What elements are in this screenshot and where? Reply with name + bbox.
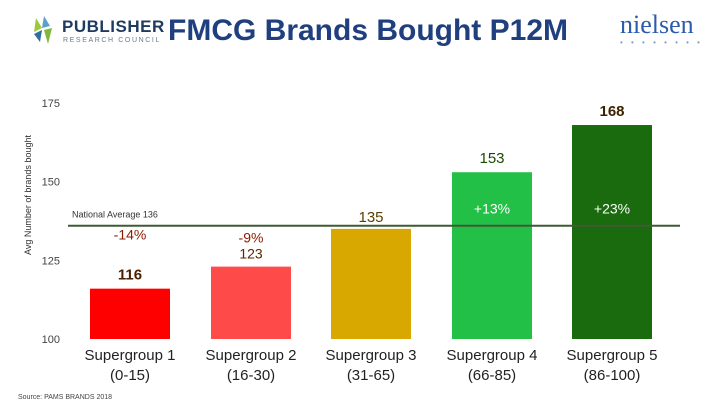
change-label: -9% — [239, 230, 264, 246]
change-label: +13% — [474, 201, 510, 217]
category-label: Supergroup 3 (31-65) — [326, 347, 417, 384]
source-note: Source: PAMS BRANDS 2018 — [18, 394, 113, 401]
bar — [211, 266, 291, 339]
value-label: 135 — [358, 209, 383, 226]
logo-right-dots: • • • • • • • • — [620, 38, 703, 47]
category-labels-group: Supergroup 1 (0-15) Supergroup 2 (16-30) Sup… — [85, 347, 658, 384]
logo-left-subtitle: RESEARCH COUNCIL — [63, 37, 161, 44]
value-label: 153 — [479, 150, 504, 167]
y-tick-label: 100 — [42, 334, 60, 346]
y-axis-label: Avg Number of brands bought — [23, 135, 33, 255]
y-tick-label: 150 — [42, 177, 60, 189]
y-tick-label: 175 — [42, 98, 60, 110]
nielsen-logo: nielsen • • • • • • • • — [620, 10, 703, 48]
slide-header: PUBLISHER RESEARCH COUNCIL FMCG Brands B… — [0, 0, 720, 70]
category-label: Supergroup 2 (16-30) — [206, 347, 297, 384]
bar — [331, 228, 411, 339]
value-labels-group: 116 -14% 123-9% 135 153 +13% 168 +23% — [114, 103, 630, 284]
change-label: +23% — [594, 201, 630, 217]
category-label: Supergroup 4 (66-85) — [447, 347, 538, 384]
bar — [452, 172, 532, 339]
logo-left-name: PUBLISHER — [62, 17, 165, 36]
bar — [90, 288, 170, 339]
bar — [572, 125, 652, 339]
publisher-research-council-logo: PUBLISHER RESEARCH COUNCIL — [28, 14, 178, 50]
value-label: 116 — [118, 267, 142, 284]
bars-group — [90, 125, 652, 339]
slide-title: FMCG Brands Bought P12M — [168, 14, 569, 47]
y-axis-ticks: 100 125 150 175 — [42, 98, 60, 346]
y-tick-label: 125 — [42, 255, 60, 267]
logo-right-name: nielsen — [620, 10, 694, 39]
change-label: -14% — [114, 227, 147, 243]
category-label: Supergroup 5 (86-100) — [567, 347, 658, 384]
publisher-logo-icon — [34, 16, 52, 44]
value-label: 168 — [599, 103, 624, 120]
national-average-label: National Average 136 — [72, 210, 158, 220]
category-label: Supergroup 1 (0-15) — [85, 347, 176, 384]
value-label: 123 — [239, 246, 263, 262]
